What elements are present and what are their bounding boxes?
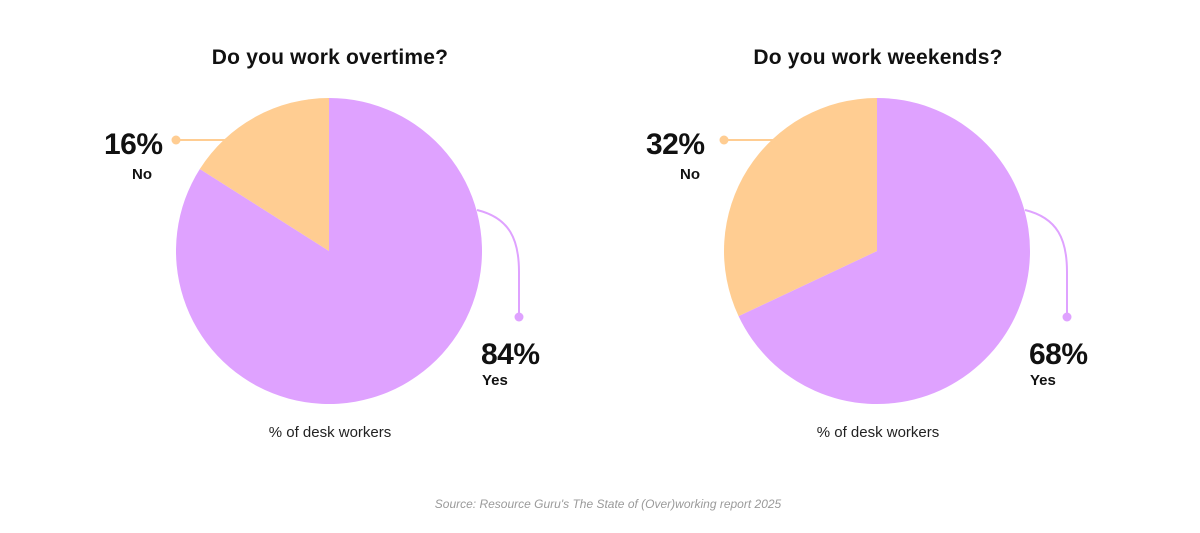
no-percent-label: 32% — [646, 128, 705, 161]
chart-title: Do you work weekends? — [753, 46, 1003, 69]
no-label: No — [680, 166, 700, 183]
no-leader-dot — [171, 135, 181, 145]
chart-title: Do you work overtime? — [211, 46, 449, 69]
yes-percent-label: 84% — [481, 338, 540, 371]
pie-slice-no — [724, 98, 877, 317]
source-note: Source: Resource Guru's The State of (Ov… — [434, 497, 782, 511]
weekends-pie-chart — [719, 98, 1072, 404]
pie-slice-yes — [738, 98, 1030, 404]
yes-leader-dot — [514, 312, 524, 322]
pie-slice-no — [199, 98, 329, 251]
overtime-pie-chart — [171, 98, 524, 404]
yes-label: Yes — [1030, 372, 1056, 389]
chart-caption: % of desk workers — [816, 424, 940, 441]
no-label: No — [132, 166, 152, 183]
yes-label: Yes — [482, 372, 508, 389]
overtime-chart-panel: Do you work overtime? 16% No 84% Yes % o… — [0, 0, 600, 470]
weekends-chart-panel: Do you work weekends? 32% No 68% Yes % o… — [548, 0, 1148, 470]
yes-leader-line — [1024, 209, 1068, 317]
yes-leader-line — [476, 209, 520, 317]
chart-caption: % of desk workers — [268, 424, 392, 441]
yes-leader-dot — [1062, 312, 1072, 322]
no-percent-label: 16% — [104, 128, 163, 161]
yes-percent-label: 68% — [1029, 338, 1088, 371]
no-leader-dot — [719, 135, 729, 145]
